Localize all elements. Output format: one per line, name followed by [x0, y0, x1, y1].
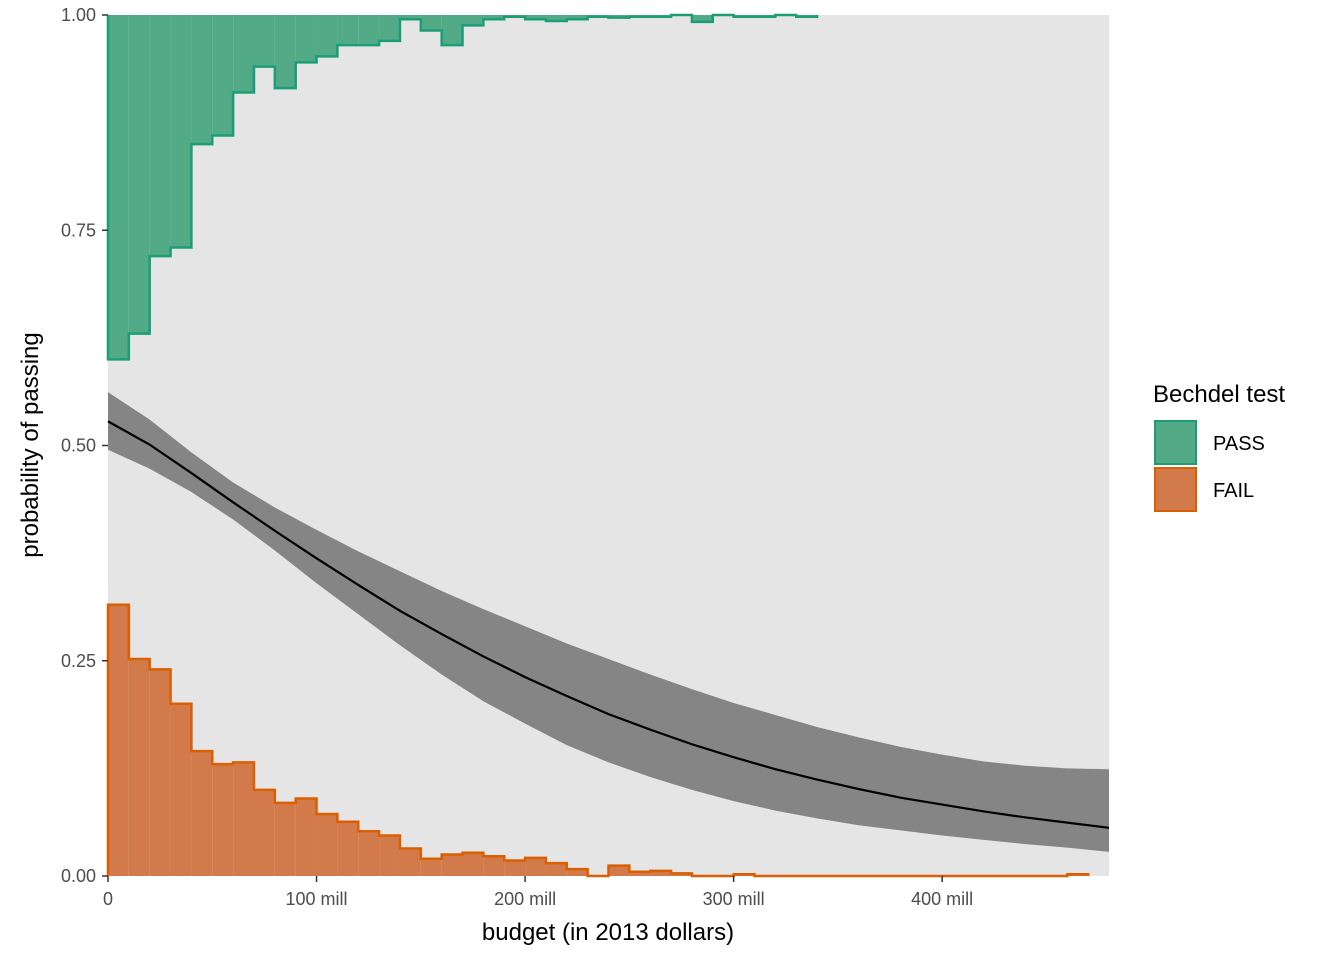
y-tick-label: 0.25 [61, 651, 96, 671]
pass-bar [274, 15, 296, 89]
pass-bar [108, 15, 129, 360]
pass-bar [358, 15, 380, 46]
fail-bar [525, 857, 546, 876]
pass-bar [608, 15, 630, 18]
legend-label-pass: PASS [1213, 433, 1265, 455]
fail-bar [295, 798, 317, 876]
pass-bar [545, 15, 567, 22]
pass-bar [420, 15, 442, 31]
pass-bar [128, 15, 150, 334]
pass-bar [566, 15, 588, 20]
legend-title: Bechdel test [1153, 381, 1285, 408]
y-tick-label: 0.50 [61, 436, 96, 456]
pass-bar [253, 15, 275, 67]
fail-bar [399, 848, 421, 876]
legend-swatch-pass [1154, 420, 1197, 465]
fail-bar [379, 835, 400, 876]
x-tick-label: 0 [103, 889, 113, 909]
pass-bar [316, 15, 338, 57]
fail-bar [545, 863, 567, 876]
y-axis-title: probability of passing [17, 332, 44, 557]
fail-bar [358, 831, 380, 876]
y-tick-label: 0.75 [61, 220, 96, 240]
pass-bar [212, 15, 234, 136]
fail-bar [462, 852, 484, 876]
y-axis: 0.00 0.25 0.50 0.75 1.00 [61, 5, 108, 886]
pass-bar [379, 15, 400, 41]
pass-bar [191, 15, 213, 145]
fail-bar [274, 802, 296, 876]
fail-bar [504, 860, 526, 876]
fail-bar [337, 821, 359, 876]
ribbon-band [108, 392, 1109, 852]
legend-label-fail: FAIL [1213, 480, 1254, 502]
pass-bar [483, 15, 505, 20]
pass-bar [441, 15, 463, 46]
x-tick-label: 100 mill [286, 889, 348, 909]
fail-bar [253, 789, 275, 876]
fail-bar [629, 871, 651, 876]
fail-bar [128, 659, 150, 876]
pass-bar [149, 15, 171, 257]
fail-bar [441, 854, 463, 876]
pass-bar [525, 15, 546, 20]
legend-swatch-fail [1154, 467, 1197, 512]
fail-bar [650, 870, 672, 876]
pass-bar [170, 15, 192, 248]
fit-line [107, 420, 1110, 829]
fail-outline [106, 603, 1090, 878]
fail-bar [671, 873, 692, 876]
fail-bar [149, 669, 171, 876]
pass-bar [337, 15, 359, 46]
fail-bar [566, 869, 588, 876]
fail-bar [212, 764, 234, 876]
fail-bar [170, 703, 192, 876]
fail-bar [608, 865, 630, 876]
y-tick-label: 1.00 [61, 5, 96, 25]
y-tick-label: 0.00 [61, 866, 96, 886]
x-tick-label: 300 mill [703, 889, 765, 909]
x-tick-label: 200 mill [494, 889, 556, 909]
fail-bar [108, 604, 129, 876]
pass-bar [399, 15, 421, 20]
fail-bar [420, 858, 442, 876]
x-axis-title: budget (in 2013 dollars) [482, 919, 734, 946]
pass-bar [691, 15, 713, 22]
fail-histogram [106, 603, 1090, 878]
legend: Bechdel test PASS FAIL [1153, 381, 1285, 512]
fail-bar [316, 814, 338, 876]
pass-bar [233, 15, 254, 93]
fail-bar [233, 762, 254, 876]
fit-curve [107, 420, 1110, 829]
x-tick-label: 400 mill [911, 889, 973, 909]
pass-outline [106, 13, 819, 361]
fail-bar [191, 751, 213, 876]
fail-bar [483, 856, 505, 876]
pass-bar [462, 15, 484, 26]
confidence-ribbon [108, 392, 1109, 852]
pass-histogram [106, 13, 819, 361]
pass-bar [295, 15, 317, 63]
x-axis: 0 100 mill 200 mill 300 mill 400 mill [103, 876, 973, 909]
